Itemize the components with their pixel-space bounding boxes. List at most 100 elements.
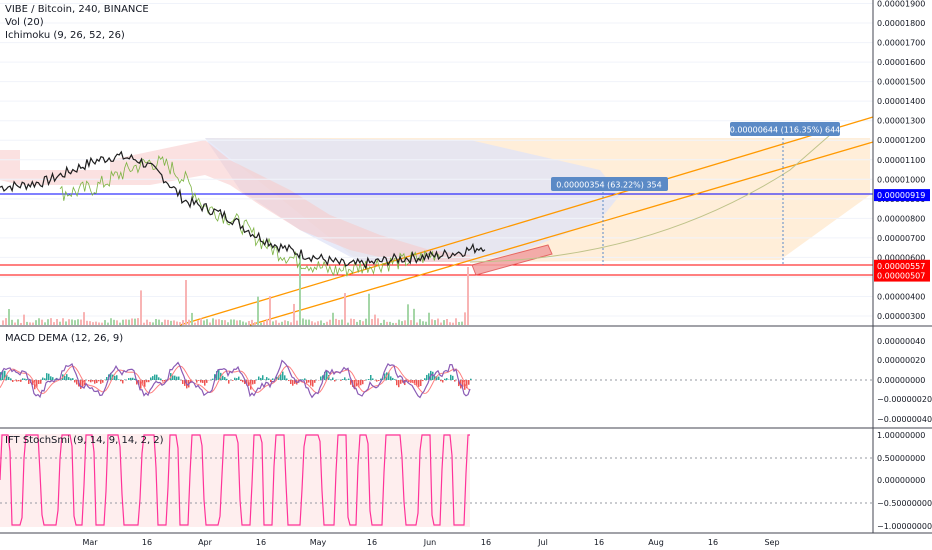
volume-bar bbox=[44, 322, 46, 325]
macd-hist-bar bbox=[42, 377, 44, 380]
macd-hist-bar bbox=[246, 380, 248, 386]
macd-hist-bar bbox=[196, 380, 198, 383]
macd-axis[interactable]: 0.00000040 0.00000020 0.00000000 −0.0000002… bbox=[877, 337, 932, 424]
macd-hist-bar bbox=[452, 375, 454, 380]
stoch-bg-zone bbox=[0, 434, 470, 527]
macd-hist-bar bbox=[422, 380, 424, 382]
volume-bar bbox=[143, 322, 145, 325]
macd-hist-bar bbox=[276, 376, 278, 380]
macd-tick-label: 0.00000000 bbox=[877, 376, 925, 385]
price-pane[interactable]: 0.00000354 (63.22%) 354 0.00000644 (116.… bbox=[0, 3, 874, 326]
volume-bar bbox=[467, 267, 469, 325]
macd-hist-bar bbox=[252, 380, 254, 385]
volume-bar bbox=[425, 321, 427, 325]
volume-bar bbox=[242, 321, 244, 325]
volume-bar bbox=[452, 322, 454, 325]
macd-hist-bar bbox=[114, 375, 116, 380]
stoch-tick-label: 0.00000000 bbox=[877, 476, 925, 485]
macd-hist-bar bbox=[34, 380, 36, 390]
stoch-tick-label: 1.00000000 bbox=[877, 431, 925, 440]
macd-hist-bar bbox=[354, 380, 356, 390]
price-candles[interactable] bbox=[0, 150, 486, 270]
macd-hist-bar bbox=[92, 380, 94, 382]
volume-bar bbox=[224, 320, 226, 325]
volume-bar bbox=[305, 319, 307, 325]
macd-hist-bar bbox=[340, 380, 342, 381]
macd-hist-bar bbox=[268, 378, 270, 380]
volume-bar bbox=[11, 319, 13, 325]
volume-bar bbox=[119, 322, 121, 325]
time-axis[interactable]: Mar 16 Apr 16 May 16 Jun 16 Jul 16 Aug 16 Sep bbox=[82, 538, 779, 547]
chart-title[interactable]: VIBE / Bitcoin, 240, BINANCE bbox=[5, 4, 149, 15]
macd-hist-bar bbox=[190, 380, 192, 383]
volume-bar bbox=[398, 319, 400, 325]
stoch-pane[interactable] bbox=[0, 434, 873, 527]
macd-hist-bar bbox=[156, 374, 158, 380]
macd-hist-bar bbox=[280, 374, 282, 380]
measure-label-2[interactable]: 0.00000644 (116.35%) 644 bbox=[730, 122, 841, 136]
volume-bar bbox=[170, 320, 172, 325]
macd-hist-bar bbox=[372, 378, 374, 380]
stoch-title[interactable]: IFT StochSmi (9, 14, 9, 14, 2, 2) bbox=[5, 435, 164, 446]
volume-bar bbox=[395, 322, 397, 325]
volume-bar bbox=[116, 320, 118, 325]
volume-bar bbox=[302, 318, 304, 325]
volume-bar bbox=[50, 318, 52, 325]
macd-hist-bar bbox=[10, 378, 12, 380]
time-tick-label: 16 bbox=[481, 538, 491, 547]
volume-bar bbox=[233, 319, 235, 325]
volume-bar bbox=[86, 320, 88, 325]
macd-hist-bar bbox=[236, 378, 238, 380]
macd-hist-bar bbox=[146, 380, 148, 383]
time-tick-label: Apr bbox=[198, 538, 213, 547]
macd-hist-bar bbox=[238, 376, 240, 380]
stoch-axis[interactable]: 1.00000000 0.50000000 0.00000000 −0.5000000… bbox=[877, 431, 932, 531]
ichimoku-cloud bbox=[0, 140, 470, 262]
time-tick-label: Sep bbox=[764, 538, 779, 547]
price-tick-label: 0.00001100 bbox=[877, 156, 925, 165]
macd-hist-bar bbox=[360, 380, 362, 386]
macd-hist-bar bbox=[432, 371, 434, 380]
macd-hist-bar bbox=[380, 378, 382, 380]
macd-hist-bar bbox=[40, 380, 42, 384]
measure-label-1[interactable]: 0.00000354 (63.22%) 354 bbox=[551, 177, 668, 191]
volume-bar bbox=[350, 318, 352, 325]
volume-bar bbox=[128, 319, 130, 325]
volume-bar bbox=[449, 322, 451, 325]
macd-hist-bar bbox=[424, 378, 426, 380]
macd-hist-bar bbox=[290, 380, 292, 384]
volume-bar bbox=[182, 320, 184, 325]
macd-pane[interactable] bbox=[0, 359, 873, 399]
trendline-upper[interactable] bbox=[179, 116, 874, 326]
macd-hist-bar bbox=[204, 380, 206, 386]
volume-bar bbox=[155, 318, 157, 325]
volume-bar bbox=[284, 320, 286, 325]
volume-bar bbox=[110, 318, 112, 325]
macd-hist-bar bbox=[458, 380, 460, 387]
volume-bar bbox=[359, 319, 361, 325]
price-tick-label: 0.00001800 bbox=[877, 19, 925, 28]
volume-bar bbox=[47, 319, 49, 325]
macd-hist-bar bbox=[368, 379, 370, 380]
volume-bar bbox=[419, 319, 421, 325]
volume-bar bbox=[74, 320, 76, 325]
volume-bar bbox=[245, 322, 247, 325]
macd-hist-bar bbox=[152, 376, 154, 380]
macd-hist-bar bbox=[22, 378, 24, 380]
measure-label-2-text: 0.00000644 (116.35%) 644 bbox=[730, 126, 841, 135]
macd-hist-bar bbox=[418, 380, 420, 387]
volume-indicator-label[interactable]: Vol (20) bbox=[5, 17, 44, 28]
volume-bar bbox=[275, 320, 277, 325]
macd-title[interactable]: MACD DEMA (12, 26, 9) bbox=[5, 333, 124, 344]
price-tick-label: 0.00001900 bbox=[877, 0, 925, 9]
volume-bar bbox=[266, 319, 268, 325]
ichimoku-indicator-label[interactable]: Ichimoku (9, 26, 52, 26) bbox=[5, 30, 125, 41]
trendline-lower[interactable] bbox=[249, 141, 874, 326]
macd-hist-bar bbox=[158, 377, 160, 380]
volume-bar bbox=[458, 321, 460, 325]
volume-bar bbox=[356, 321, 358, 325]
volume-bar bbox=[185, 280, 187, 325]
price-tick-label: 0.00000800 bbox=[877, 214, 925, 223]
volume-bar bbox=[254, 322, 256, 325]
